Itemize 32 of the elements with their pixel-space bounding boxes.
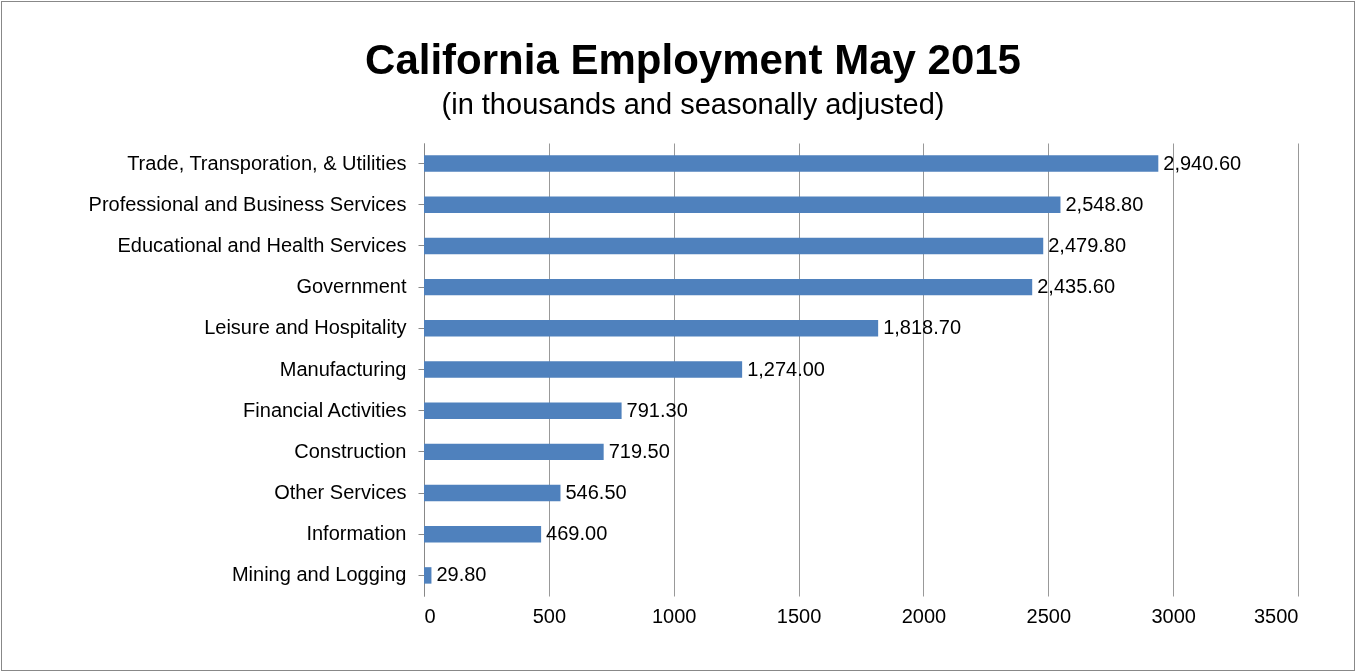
data-label: 791.30	[626, 398, 688, 421]
data-label: 469.00	[546, 522, 608, 545]
x-tick-label: 3500	[1254, 604, 1299, 627]
data-label: 546.50	[565, 481, 627, 504]
y-tick-label: Information	[306, 522, 407, 545]
x-tick-label: 3000	[1151, 604, 1196, 627]
data-label: 719.50	[608, 439, 670, 462]
x-tick-label: 1000	[651, 604, 697, 627]
data-label: 2,940.60	[1163, 151, 1242, 174]
x-tick-label: 0	[424, 604, 436, 627]
data-label: 2,548.80	[1065, 192, 1144, 215]
x-tick-label: 2500	[1026, 604, 1072, 627]
y-tick-label: Financial Activities	[243, 398, 407, 421]
y-tick-label: Trade, Transporation, & Utilities	[127, 151, 407, 174]
y-tick-label: Professional and Business Services	[88, 192, 407, 215]
data-label: 2,435.60	[1037, 275, 1116, 298]
data-label: 2,479.80	[1048, 233, 1127, 256]
data-label: 1,818.70	[883, 316, 962, 339]
chart-subtitle: (in thousands and seasonally adjusted)	[441, 88, 945, 120]
y-tick-label: Construction	[294, 439, 407, 462]
y-tick-label: Educational and Health Services	[117, 233, 407, 256]
y-tick-label: Manufacturing	[279, 357, 407, 380]
y-tick-label: Other Services	[274, 481, 407, 504]
chart-title: California Employment May 2015	[365, 36, 1021, 83]
x-tick-label: 1500	[776, 604, 822, 627]
y-tick-label: Mining and Logging	[231, 563, 407, 586]
y-tick-label: Leisure and Hospitality	[204, 316, 407, 339]
data-label: 29.80	[436, 563, 487, 586]
y-tick-label: Government	[296, 275, 407, 298]
data-label: 1,274.00	[747, 357, 825, 380]
x-tick-label: 500	[532, 604, 567, 627]
x-tick-label: 2000	[901, 604, 947, 627]
